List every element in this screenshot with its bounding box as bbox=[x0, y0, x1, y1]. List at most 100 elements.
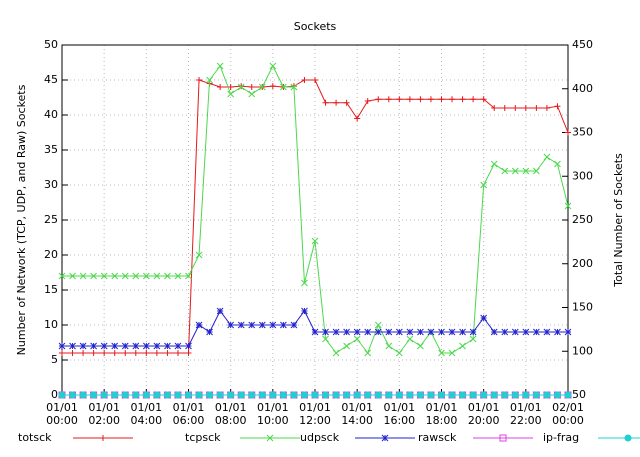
data-point bbox=[132, 342, 140, 350]
data-point bbox=[248, 321, 256, 329]
data-point bbox=[163, 391, 171, 399]
data-point bbox=[353, 335, 361, 343]
data-point bbox=[142, 342, 150, 350]
data-point bbox=[301, 77, 308, 83]
data-point bbox=[258, 83, 266, 91]
data-point bbox=[258, 321, 266, 329]
data-point bbox=[322, 335, 329, 343]
x-tick-label: 01/01 08:00 bbox=[215, 401, 247, 427]
data-point bbox=[121, 342, 129, 350]
y-tick-label: 5 bbox=[51, 353, 58, 366]
data-point bbox=[90, 391, 98, 399]
x-tick-label: 01/01 18:00 bbox=[426, 401, 458, 427]
x-tick-label: 01/01 22:00 bbox=[510, 401, 542, 427]
x-tick-label: 01/01 10:00 bbox=[257, 401, 289, 427]
data-point bbox=[69, 350, 76, 356]
data-point bbox=[416, 391, 424, 399]
data-point bbox=[511, 328, 519, 336]
y-tick-label: 25 bbox=[44, 213, 58, 226]
data-point bbox=[417, 328, 424, 336]
data-point bbox=[184, 391, 193, 399]
data-point bbox=[300, 391, 308, 399]
data-point bbox=[237, 321, 245, 329]
data-point bbox=[164, 272, 171, 280]
data-point bbox=[564, 391, 572, 399]
data-point bbox=[132, 350, 139, 356]
data-point bbox=[248, 90, 256, 98]
data-point bbox=[469, 391, 477, 399]
y2-tick-label: 350 bbox=[572, 126, 593, 139]
legend-entry: rawsck bbox=[418, 431, 533, 444]
data-point bbox=[469, 335, 477, 343]
data-point bbox=[533, 328, 540, 336]
legend-entry: totsck bbox=[18, 431, 133, 444]
legend-label: rawsck bbox=[418, 431, 457, 444]
data-point bbox=[501, 167, 509, 175]
data-point bbox=[227, 391, 235, 399]
data-point bbox=[343, 99, 350, 106]
y2-tick-label: 250 bbox=[572, 213, 593, 226]
data-point bbox=[206, 328, 213, 336]
data-point bbox=[227, 84, 234, 90]
y-tick-label: 20 bbox=[44, 248, 58, 261]
data-point bbox=[174, 342, 182, 350]
data-point bbox=[427, 328, 435, 336]
data-point bbox=[417, 96, 424, 103]
data-point bbox=[511, 167, 519, 175]
data-point bbox=[269, 62, 277, 70]
data-point bbox=[312, 77, 318, 83]
x-tick-label: 01/01 14:00 bbox=[341, 401, 373, 427]
data-point bbox=[185, 342, 192, 350]
data-point bbox=[185, 272, 192, 280]
data-point bbox=[311, 391, 319, 399]
data-point bbox=[490, 391, 498, 399]
data-point bbox=[374, 321, 382, 329]
data-point bbox=[237, 83, 245, 91]
legend-entry: udpsck bbox=[300, 431, 415, 444]
y-tick-label: 0 bbox=[51, 388, 58, 401]
data-point bbox=[269, 391, 277, 399]
data-point bbox=[216, 62, 224, 70]
data-point bbox=[121, 391, 129, 399]
data-point bbox=[100, 272, 108, 280]
data-point bbox=[196, 77, 203, 83]
y2-axis-label: Total Number of Sockets bbox=[612, 153, 625, 288]
legend-marker bbox=[381, 434, 389, 442]
data-point bbox=[122, 350, 129, 356]
data-point bbox=[121, 272, 129, 280]
data-point bbox=[480, 391, 488, 399]
data-point bbox=[290, 83, 298, 91]
data-point bbox=[343, 328, 350, 336]
data-point bbox=[395, 349, 403, 357]
data-point bbox=[217, 84, 224, 90]
data-point bbox=[279, 391, 287, 399]
data-point bbox=[459, 96, 466, 103]
data-point bbox=[79, 342, 87, 350]
legend-label: totsck bbox=[18, 431, 52, 444]
data-point bbox=[501, 391, 509, 399]
data-point bbox=[132, 391, 140, 399]
data-point bbox=[216, 391, 224, 399]
data-point bbox=[427, 391, 435, 399]
data-point bbox=[58, 272, 66, 280]
data-point bbox=[58, 342, 66, 350]
y-tick-label: 15 bbox=[44, 283, 58, 296]
data-point bbox=[385, 391, 393, 399]
data-point bbox=[364, 391, 372, 399]
legend-marker bbox=[624, 434, 632, 442]
x-tick-label: 01/01 06:00 bbox=[173, 401, 205, 427]
data-point bbox=[206, 76, 213, 84]
data-point bbox=[480, 314, 488, 322]
data-point bbox=[311, 328, 319, 336]
x-tick-label: 01/01 02:00 bbox=[88, 401, 120, 427]
data-point bbox=[490, 328, 498, 336]
data-point bbox=[543, 105, 550, 111]
data-point bbox=[153, 391, 161, 399]
data-point bbox=[449, 96, 456, 103]
data-point bbox=[554, 160, 561, 168]
data-point bbox=[469, 328, 477, 336]
data-point bbox=[565, 129, 571, 136]
data-point bbox=[480, 96, 487, 103]
